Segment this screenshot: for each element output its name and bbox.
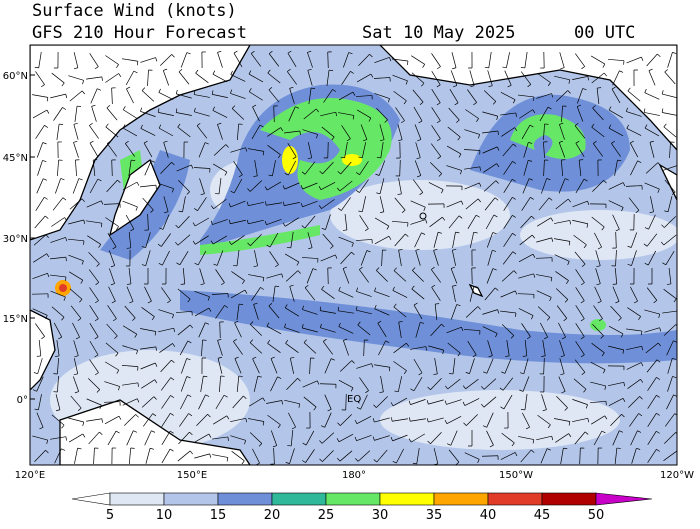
colorbar-bin	[218, 493, 272, 505]
colorbar-bin	[542, 493, 596, 505]
wind-barb-flag	[233, 265, 237, 266]
colorbar-label: 10	[156, 508, 173, 523]
colorbar-label: 30	[372, 508, 389, 523]
lon-label: 180°	[342, 470, 366, 481]
colorbar-bin	[110, 493, 164, 505]
lon-label: 120°E	[15, 470, 45, 481]
map: EQ	[30, 45, 680, 465]
colorbar-bin	[488, 493, 542, 505]
colorbar-label: 5	[106, 508, 114, 523]
colorbar-bin	[326, 493, 380, 505]
colorbar-label: 20	[264, 508, 281, 523]
lat-label: 60°N	[3, 71, 28, 82]
colorbar-bin	[164, 493, 218, 505]
colorbar-label: 50	[588, 508, 605, 523]
subtitle: GFS 210 Hour Forecast	[32, 23, 247, 43]
colorbar-arrow-low	[72, 493, 110, 505]
colorbar-bin	[272, 493, 326, 505]
lat-label: 0°	[17, 395, 28, 406]
colorbar-label: 25	[318, 508, 335, 523]
date: Sat 10 May 2025	[362, 23, 516, 43]
colorbar-label: 15	[210, 508, 227, 523]
lat-label: 15°N	[3, 314, 28, 325]
colorbar-label: 35	[426, 508, 443, 523]
colorbar-bin	[380, 493, 434, 505]
time: 00 UTC	[574, 23, 635, 43]
title: Surface Wind (knots)	[32, 1, 237, 21]
lat-label: 30°N	[3, 234, 28, 245]
lon-label: 150°E	[177, 470, 207, 481]
lon-label: 120°W	[660, 470, 694, 481]
equator-label: EQ	[347, 394, 361, 405]
lon-axis: 120°E 150°E 180° 150°W 120°W	[15, 470, 694, 481]
lon-label: 150°W	[499, 470, 533, 481]
wind-barb-flag	[678, 165, 679, 169]
colorbar-bin	[434, 493, 488, 505]
colorbar: 5 10 15 20 25 30 35 40 45 50	[72, 493, 652, 523]
wind-barb-flag	[498, 131, 499, 135]
colorbar-label: 45	[534, 508, 551, 523]
colorbar-arrow-high	[596, 493, 652, 505]
lat-label: 45°N	[3, 153, 28, 164]
wind-barb-flag	[678, 311, 679, 315]
colorbar-label: 40	[480, 508, 497, 523]
